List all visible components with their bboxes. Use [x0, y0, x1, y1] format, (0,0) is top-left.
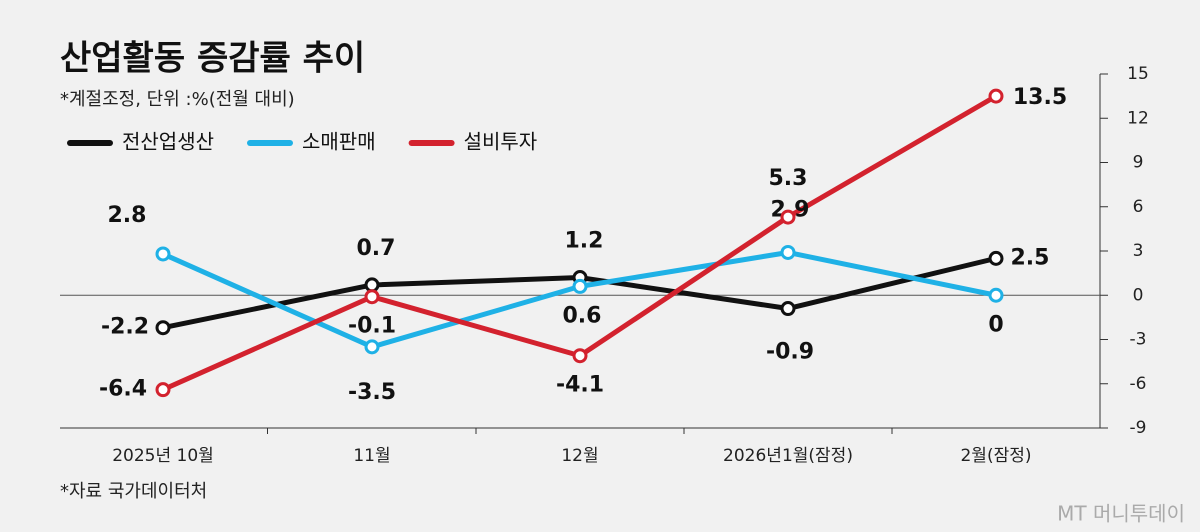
y-tick-label: -9 — [1130, 418, 1147, 438]
y-tick-label: 0 — [1133, 285, 1144, 305]
data-point — [572, 278, 588, 294]
subtitle: *계절조정, 단위 :%(전월 대비) — [60, 89, 295, 110]
data-point — [988, 250, 1004, 266]
y-tick-label: 9 — [1133, 153, 1144, 173]
data-label: 5.3 — [769, 166, 808, 191]
data-point — [155, 382, 171, 398]
data-label: -0.9 — [766, 340, 814, 365]
y-tick-label: -3 — [1130, 330, 1147, 350]
data-label: 1.2 — [565, 229, 604, 254]
source: *자료 국가데이터처 — [60, 481, 207, 502]
y-tick-label: 3 — [1133, 241, 1144, 261]
data-point — [155, 320, 171, 336]
data-label: -2.2 — [101, 315, 149, 340]
x-tick-label: 12월 — [561, 446, 598, 466]
data-label: -3.5 — [348, 380, 396, 405]
chart-title: 산업활동 증감률 추이 — [60, 39, 365, 79]
y-tick-label: 12 — [1127, 108, 1149, 128]
y-tick-label: -6 — [1130, 374, 1147, 394]
x-tick-label: 11월 — [353, 446, 390, 466]
data-label: 2.8 — [108, 203, 147, 228]
data-point — [780, 244, 796, 260]
data-point — [780, 301, 796, 317]
x-tick-label: 2월(잠정) — [960, 446, 1031, 466]
data-point — [988, 88, 1004, 104]
data-label: -0.1 — [348, 314, 396, 339]
data-point — [780, 209, 796, 225]
data-label: 0.6 — [563, 303, 602, 328]
watermark: MT 머니투데이 — [1057, 502, 1185, 526]
data-label: -6.4 — [99, 377, 147, 402]
y-tick-label: 6 — [1133, 197, 1144, 217]
data-point — [988, 287, 1004, 303]
data-point — [572, 348, 588, 364]
data-label: 13.5 — [1013, 85, 1067, 110]
legend-label: 전산업생산 — [122, 130, 214, 154]
data-point — [364, 289, 380, 305]
data-label: 0 — [988, 312, 1003, 337]
legend-label: 소매판매 — [302, 130, 376, 154]
data-label: 2.5 — [1011, 245, 1050, 270]
x-tick-label: 2026년1월(잠정) — [723, 446, 853, 466]
data-point — [364, 277, 380, 293]
legend-label: 설비투자 — [464, 130, 538, 154]
data-point — [155, 246, 171, 262]
data-label: 0.7 — [357, 236, 396, 261]
x-tick-label: 2025년 10월 — [112, 446, 214, 466]
y-tick-label: 15 — [1127, 64, 1149, 84]
data-label: -4.1 — [556, 373, 604, 398]
data-point — [364, 339, 380, 355]
